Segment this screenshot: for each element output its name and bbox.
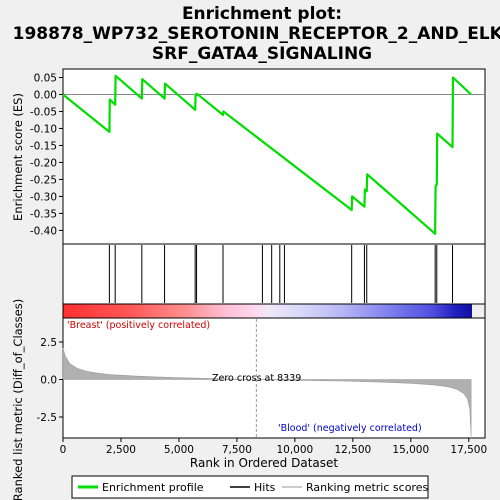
es-y-tick-label: -0.15 [30, 140, 57, 152]
es-y-tick-label: 0.05 [34, 72, 57, 84]
es-y-tick-label: -0.35 [30, 208, 57, 220]
es-y-axis-label: Enrichment score (ES) [11, 93, 25, 221]
legend-hits-label: Hits [254, 481, 276, 494]
x-axis-label: Rank in Ordered Dataset [190, 456, 338, 470]
es-y-tick-label: -0.40 [30, 225, 57, 237]
enrichment-profile-line [62, 74, 472, 235]
rank-heatmap-bar [63, 304, 472, 318]
positive-class-label: 'Breast' (positively correlated) [67, 320, 210, 331]
negative-class-label: 'Blood' (negatively correlated) [278, 423, 422, 434]
x-tick-label: 17,500 [450, 444, 487, 456]
x-tick-label: 12,500 [334, 444, 371, 456]
rank-y-axis-label: Ranked list metric (Diff_of_Classes) [11, 299, 25, 500]
legend-ranking-label: Ranking metric scores [306, 481, 428, 494]
es-y-tick-label: -0.10 [30, 123, 57, 135]
heatmap-panel-frame [62, 303, 486, 319]
legend: Enrichment profile Hits Ranking metric s… [71, 475, 429, 499]
x-tick-label: 2,500 [106, 444, 136, 456]
x-tick-label: 0 [60, 444, 67, 456]
x-tick-label: 15,000 [392, 444, 429, 456]
es-panel [62, 68, 486, 245]
es-y-tick-label: -0.30 [30, 191, 57, 203]
es-y-tick-label: -0.20 [30, 157, 57, 169]
zero-cross-label: Zero cross at 8339 [212, 373, 301, 384]
x-tick-label: 5,000 [164, 444, 194, 456]
es-y-tick-label: -0.05 [30, 106, 57, 118]
es-y-tick-label: 0.00 [34, 89, 57, 101]
chart-title-line-3: SRF_GATA4_SIGNALING [152, 44, 372, 64]
x-tick-label: 7,500 [222, 444, 252, 456]
rank-y-tick-label: 0.0 [40, 375, 57, 387]
chart-title-line-2: 198878_WP732_SEROTONIN_RECEPTOR_2_AND_EL… [13, 24, 500, 44]
es-y-tick-label: -0.25 [30, 174, 57, 186]
x-tick-label: 10,000 [276, 444, 313, 456]
rank-y-tick-label: -2.5 [37, 412, 58, 424]
chart-title-line-1: Enrichment plot: [182, 4, 342, 24]
hits-panel [62, 243, 486, 305]
legend-enrichment-label: Enrichment profile [102, 481, 204, 494]
rank-y-tick-label: 2.5 [40, 337, 57, 349]
